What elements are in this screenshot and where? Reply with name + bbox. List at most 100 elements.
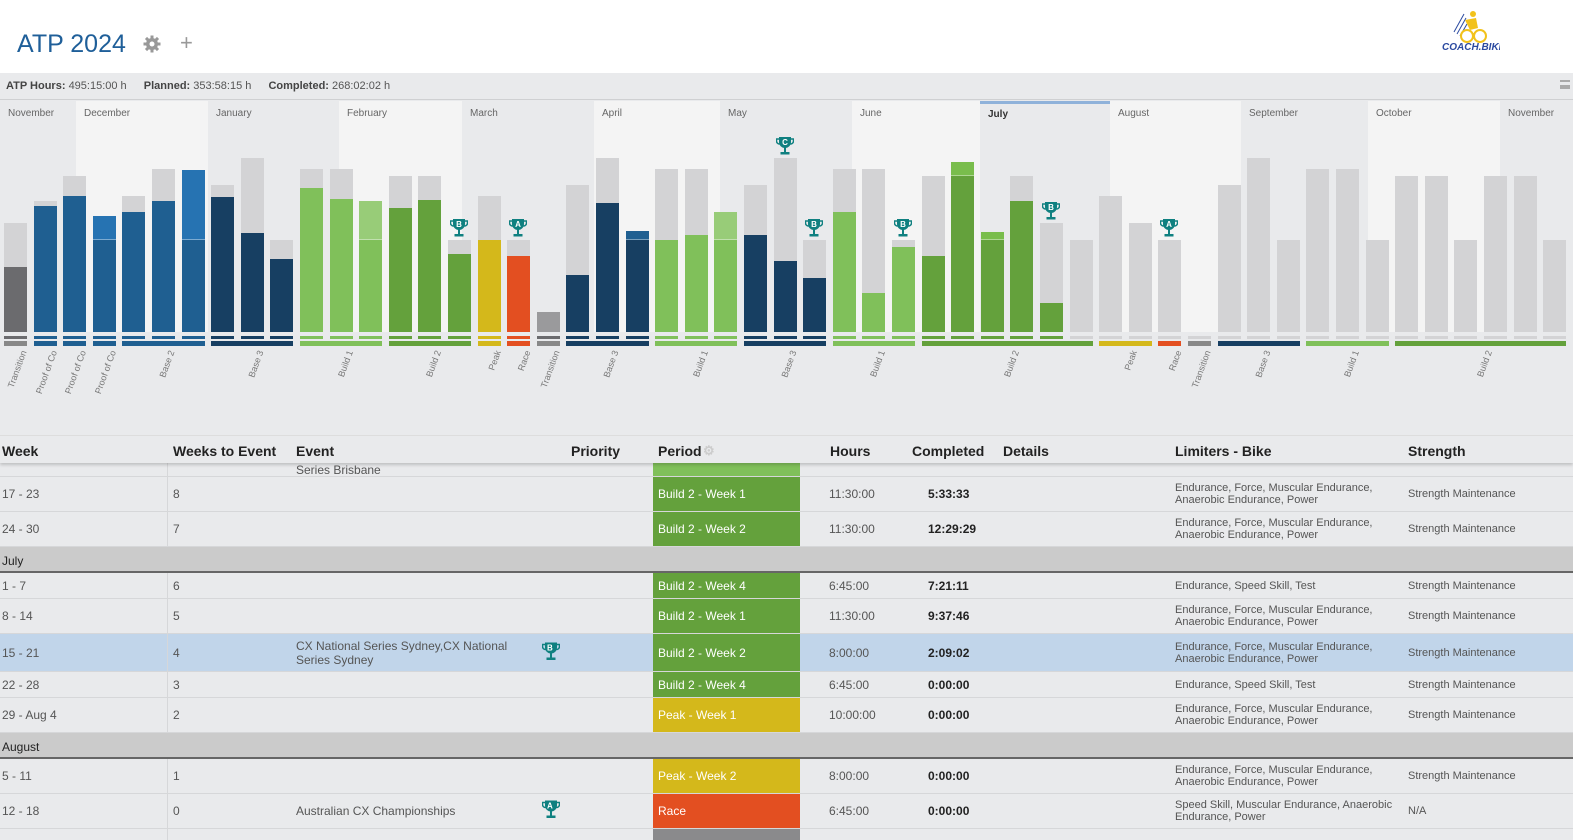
over-plan-bar[interactable] [359,201,383,241]
planned-bar[interactable] [1069,240,1093,332]
table-row[interactable]: 22 - 28 3 Build 2 - Week 4 6:45:00 0:00:… [0,672,1573,698]
period-band[interactable] [1188,341,1211,346]
completed-bar[interactable] [92,240,116,332]
table-row[interactable] [0,829,1573,840]
over-plan-bar[interactable] [980,232,1004,241]
planned-bar[interactable] [1454,240,1478,332]
trophy-b-icon[interactable]: B [449,218,469,238]
col-hours[interactable]: Hours [830,443,871,459]
completed-bar[interactable] [832,212,856,332]
completed-bar[interactable] [862,292,886,332]
completed-bar[interactable] [744,235,767,332]
period-band[interactable] [832,341,915,346]
period-gear-icon[interactable]: ⚙ [703,443,715,458]
period-band[interactable] [655,341,738,346]
planned-bar[interactable] [1513,175,1537,332]
completed-bar[interactable] [329,198,353,332]
completed-bar[interactable] [951,175,975,332]
period-band[interactable] [1217,341,1300,346]
col-weeks-to-event[interactable]: Weeks to Event [173,443,277,459]
completed-bar[interactable] [980,240,1004,332]
col-limiters[interactable]: Limiters - Bike [1175,443,1272,459]
period-band[interactable] [921,341,1093,346]
completed-bar[interactable] [773,261,797,332]
over-plan-bar[interactable] [625,231,649,241]
planned-bar[interactable] [1543,240,1567,332]
period-band[interactable] [566,341,649,346]
over-plan-bar[interactable] [714,212,738,241]
period-cell[interactable] [653,463,800,476]
col-event[interactable]: Event [296,443,335,459]
completed-bar[interactable] [507,255,531,332]
table-row[interactable]: 15 - 21 4 CX National Series Sydney,CX N… [0,634,1573,672]
completed-bar[interactable] [566,274,590,332]
trophy-b-icon[interactable]: B [804,218,824,238]
completed-bar[interactable] [240,232,264,332]
over-plan-bar[interactable] [951,162,975,176]
planned-bar[interactable] [1128,223,1152,332]
col-priority[interactable]: Priority [571,443,621,459]
planned-bar[interactable] [1365,240,1389,332]
completed-bar[interactable] [4,266,27,332]
period-band[interactable] [1395,341,1567,346]
completed-bar[interactable] [803,277,827,332]
planned-bar[interactable] [1217,185,1241,332]
planned-bar[interactable] [1395,175,1419,332]
completed-bar[interactable] [892,247,915,332]
table-row[interactable]: Series Brisbane [0,463,1573,477]
trophy-a-icon[interactable]: A [508,218,528,238]
completed-bar[interactable] [270,258,294,332]
over-plan-bar[interactable] [181,170,205,241]
completed-bar[interactable] [300,187,323,332]
planned-bar[interactable] [1099,196,1123,332]
period-band[interactable] [122,341,205,346]
period-band[interactable] [1158,341,1182,346]
trophy-b-icon[interactable]: B [893,218,913,238]
completed-bar[interactable] [418,200,442,332]
table-row[interactable]: 29 - Aug 4 2 Peak - Week 1 10:00:00 0:00… [0,698,1573,733]
period-cell[interactable]: Peak - Week 1 [653,698,800,732]
table-row[interactable]: 24 - 30 7 Build 2 - Week 2 11:30:00 12:2… [0,512,1573,547]
completed-bar[interactable] [359,240,383,332]
event-cell[interactable]: CX National Series Sydney,CX National Se… [296,638,508,667]
period-cell[interactable]: Build 2 - Week 1 [653,477,800,511]
completed-bar[interactable] [211,197,235,332]
completed-bar[interactable] [1010,201,1034,332]
period-band[interactable] [211,341,294,346]
trophy-b-icon[interactable]: B [1041,201,1061,221]
period-band[interactable] [33,341,57,346]
completed-bar[interactable] [536,311,560,332]
planned-bar[interactable] [1484,175,1507,332]
table-row[interactable]: 1 - 7 6 Build 2 - Week 4 6:45:00 7:21:11… [0,573,1573,599]
table-row[interactable]: 17 - 23 8 Build 2 - Week 1 11:30:00 5:33… [0,477,1573,512]
period-band[interactable] [4,341,27,346]
completed-bar[interactable] [33,205,57,332]
period-cell[interactable]: Build 2 - Week 4 [653,672,800,697]
period-band[interactable] [1306,341,1389,346]
completed-bar[interactable] [655,240,679,332]
planned-bar[interactable] [1276,240,1300,332]
period-cell[interactable]: Peak - Week 2 [653,759,800,793]
period-band[interactable] [507,341,531,346]
col-strength[interactable]: Strength [1408,443,1466,459]
planned-bar[interactable] [862,168,886,332]
table-row[interactable]: 8 - 14 5 Build 2 - Week 1 11:30:00 9:37:… [0,599,1573,634]
col-period[interactable]: Period [658,443,702,459]
period-band[interactable] [536,341,560,346]
period-cell[interactable]: Build 2 - Week 2 [653,634,800,671]
trophy-c-icon[interactable]: C [775,136,794,156]
period-cell[interactable] [653,829,800,840]
table-row[interactable]: 12 - 18 0 Australian CX Championships A … [0,794,1573,829]
planned-bar[interactable] [1306,168,1330,332]
event-cell[interactable]: Series Brisbane [296,462,381,477]
completed-bar[interactable] [921,256,945,332]
planned-bar[interactable] [1247,157,1271,332]
period-cell[interactable]: Build 2 - Week 1 [653,599,800,633]
completed-bar[interactable] [388,208,412,332]
completed-bar[interactable] [448,254,471,332]
completed-bar[interactable] [596,202,619,332]
planned-bar[interactable] [1336,168,1359,332]
col-details[interactable]: Details [1003,443,1049,459]
completed-bar[interactable] [477,240,501,332]
col-completed[interactable]: Completed [912,443,985,459]
